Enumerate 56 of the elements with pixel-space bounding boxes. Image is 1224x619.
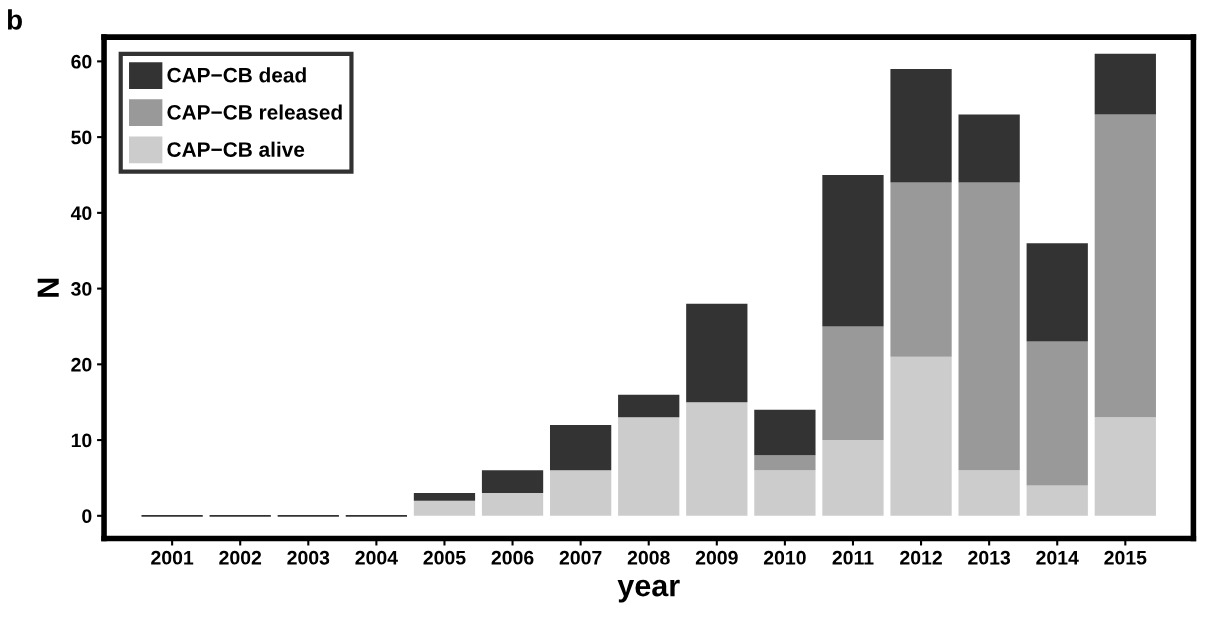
- x-tick-label: 2013: [968, 550, 1011, 565]
- bar: [550, 424, 612, 471]
- bar: [958, 470, 1020, 516]
- x-tick-label: 2005: [423, 550, 466, 565]
- bar: [822, 440, 884, 516]
- bar: [890, 68, 952, 183]
- bar: [822, 174, 884, 327]
- bar: [890, 182, 952, 357]
- legend-label: CAP−CB released: [167, 104, 342, 120]
- y-tick-label: 0: [82, 509, 92, 524]
- bar: [481, 493, 544, 516]
- x-tick-label: 2009: [695, 550, 738, 565]
- bar: [1026, 485, 1088, 516]
- bar: [686, 303, 748, 403]
- bar: [1094, 53, 1156, 115]
- bar: [686, 402, 748, 516]
- bar: [1094, 417, 1156, 516]
- x-tick-label: 2004: [355, 550, 398, 565]
- y-tick-label: 20: [71, 357, 92, 372]
- bar: [618, 394, 680, 418]
- x-tick-label: 2011: [832, 550, 874, 565]
- x-tick-label: 2015: [1104, 550, 1147, 565]
- y-tick-label: 50: [71, 130, 92, 145]
- bar: [958, 114, 1020, 183]
- legend-label: CAP−CB dead: [167, 67, 306, 83]
- bar: [413, 493, 476, 501]
- bar: [550, 470, 612, 516]
- bar: [754, 455, 816, 471]
- text: b: [7, 9, 22, 30]
- x-tick-label: 2002: [219, 550, 262, 565]
- bar: [1026, 243, 1088, 342]
- legend-label: CAP−CB alive: [167, 141, 305, 157]
- x-tick-label: 2010: [763, 550, 806, 565]
- bar: [822, 326, 884, 441]
- x-tick-label: 2012: [900, 550, 942, 565]
- x-tick-label: 2003: [287, 550, 330, 565]
- bar: [413, 500, 476, 516]
- bar: [1026, 341, 1088, 486]
- x-tick-label: 2001: [151, 550, 194, 565]
- y-axis-title: N: [37, 278, 59, 297]
- bar: [754, 409, 816, 456]
- y-tick-label: 60: [71, 54, 92, 69]
- x-tick-label: 2014: [1036, 550, 1079, 565]
- bar: [890, 356, 952, 516]
- x-tick-label: 2008: [627, 550, 670, 565]
- bar: [481, 470, 544, 494]
- x-tick-label: 2006: [491, 550, 534, 565]
- bar: [618, 417, 680, 516]
- x-axis-title: year: [617, 579, 680, 603]
- y-tick-label: 10: [71, 433, 92, 448]
- bar: [754, 470, 816, 516]
- x-tick-label: 2007: [559, 550, 602, 565]
- bar: [958, 182, 1020, 471]
- y-tick-label: 40: [70, 206, 92, 221]
- y-tick-label: 30: [71, 282, 92, 296]
- bar: [1094, 114, 1156, 418]
